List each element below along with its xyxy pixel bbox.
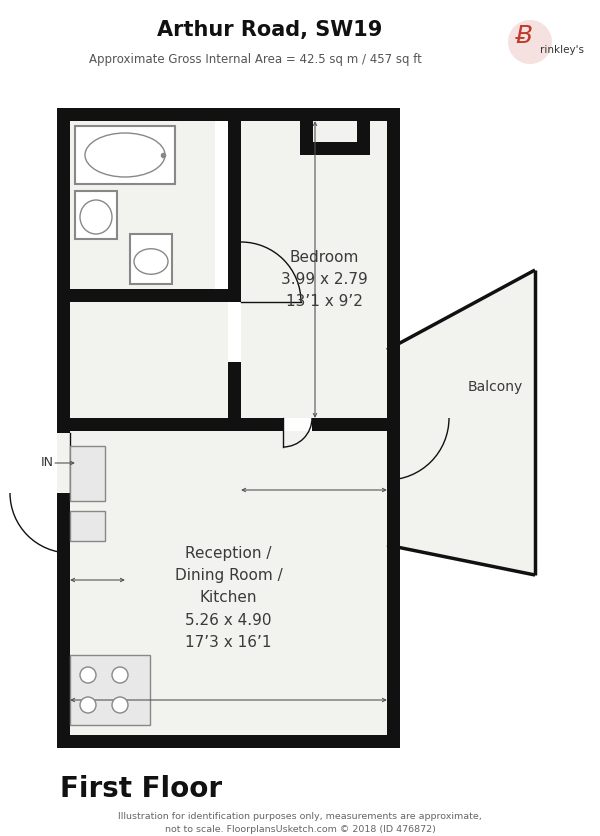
Circle shape — [112, 667, 128, 683]
Circle shape — [112, 697, 128, 713]
Bar — [75, 126, 175, 184]
Bar — [70, 418, 283, 431]
Polygon shape — [387, 270, 535, 575]
Bar — [387, 480, 400, 545]
Text: Ƀ: Ƀ — [515, 24, 533, 48]
Bar — [70, 511, 105, 541]
Text: Reception /
Dining Room /
Kitchen
5.26 x 4.90
17’3 x 16’1: Reception / Dining Room / Kitchen 5.26 x… — [175, 546, 283, 650]
Bar — [57, 735, 400, 748]
Bar — [357, 108, 370, 155]
Bar — [57, 108, 400, 121]
Bar — [300, 142, 370, 155]
Bar — [57, 433, 70, 493]
Bar — [130, 234, 172, 284]
Bar — [70, 289, 228, 302]
Bar — [312, 418, 387, 431]
Text: Arthur Road, SW19: Arthur Road, SW19 — [157, 20, 383, 40]
Bar — [387, 350, 400, 418]
Text: Balcony: Balcony — [467, 380, 523, 395]
Circle shape — [508, 20, 552, 64]
Bar — [75, 191, 117, 239]
Ellipse shape — [85, 133, 165, 177]
Bar — [387, 108, 400, 748]
Ellipse shape — [134, 249, 168, 274]
Bar — [70, 655, 150, 725]
Ellipse shape — [80, 200, 112, 234]
Text: Illustration for identification purposes only, measurements are approximate,
not: Illustration for identification purposes… — [118, 812, 482, 833]
Bar — [70, 446, 105, 501]
Bar — [70, 431, 387, 735]
Bar — [57, 108, 70, 748]
Bar — [300, 108, 313, 155]
Text: rinkley's: rinkley's — [540, 45, 584, 55]
Bar — [228, 121, 241, 302]
Circle shape — [80, 697, 96, 713]
Text: First Floor: First Floor — [60, 775, 222, 803]
Bar — [70, 302, 228, 418]
Text: IN: IN — [41, 456, 54, 470]
Circle shape — [80, 667, 96, 683]
Bar — [241, 121, 387, 418]
Text: Bedroom
3.99 x 2.79
13’1 x 9’2: Bedroom 3.99 x 2.79 13’1 x 9’2 — [281, 250, 367, 309]
Text: Approximate Gross Internal Area = 42.5 sq m / 457 sq ft: Approximate Gross Internal Area = 42.5 s… — [89, 54, 421, 67]
Bar — [300, 121, 357, 155]
Bar — [228, 362, 241, 418]
Bar — [70, 121, 215, 289]
